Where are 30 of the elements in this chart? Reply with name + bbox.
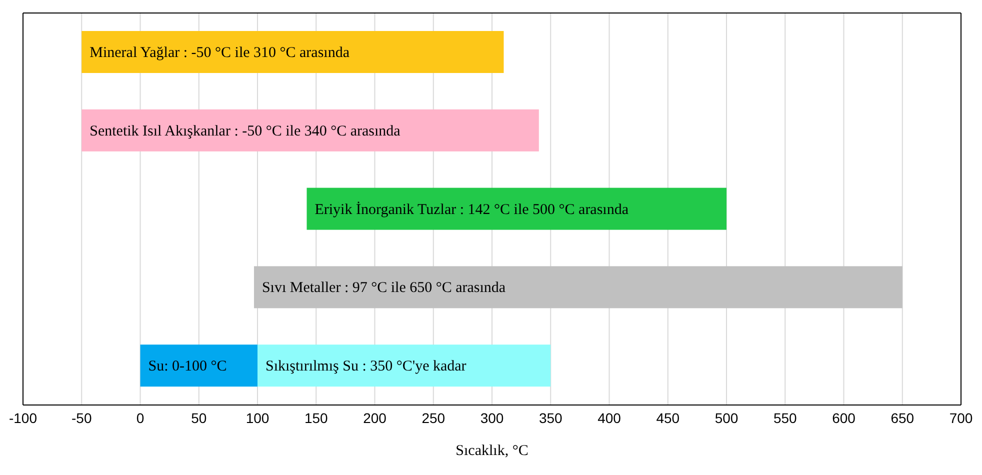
x-tick-label: 150 <box>304 410 328 426</box>
x-tick-label: 200 <box>363 410 387 426</box>
x-tick-label: 650 <box>890 410 914 426</box>
x-tick-label: 500 <box>714 410 738 426</box>
data-label: Sıvı Metaller : 97 °C ile 650 °C arasında <box>262 280 506 296</box>
bar <box>82 31 504 73</box>
data-label: Su: 0-100 °C <box>148 358 227 375</box>
bar <box>258 344 551 387</box>
x-tick-label: -50 <box>72 410 92 426</box>
x-tick-label: 700 <box>949 410 973 426</box>
x-tick-label: 600 <box>832 410 856 426</box>
bar <box>254 266 902 308</box>
data-label: Mineral Yağlar : -50 °C ile 310 °C arasında <box>90 45 350 61</box>
x-tick-label: 550 <box>773 410 798 426</box>
x-tick-label: 350 <box>538 410 563 426</box>
data-label: Eriyik İnorganik Tuzlar : 142 °C ile 500 °C arasında <box>314 200 629 218</box>
data-label: Sıkıştırılmış Su : 350 °C'ye kadar <box>266 358 466 375</box>
x-tick-label: 400 <box>598 410 622 426</box>
x-tick-label: 300 <box>480 410 504 426</box>
x-tick-label: 450 <box>656 410 680 426</box>
x-tick-label: 250 <box>422 410 446 426</box>
x-tick-label: -100 <box>8 410 38 426</box>
x-tick-label: 50 <box>191 410 207 426</box>
bar <box>306 188 726 230</box>
bar <box>140 344 258 387</box>
x-axis-title: Sıcaklık, °C <box>456 443 528 459</box>
x-tick-label: 100 <box>246 410 270 426</box>
bar <box>82 109 539 152</box>
x-tick-label: 0 <box>136 410 144 426</box>
data-label: Sentetik Isıl Akışkanlar : -50 °C ile 340 °C arasında <box>90 123 401 140</box>
